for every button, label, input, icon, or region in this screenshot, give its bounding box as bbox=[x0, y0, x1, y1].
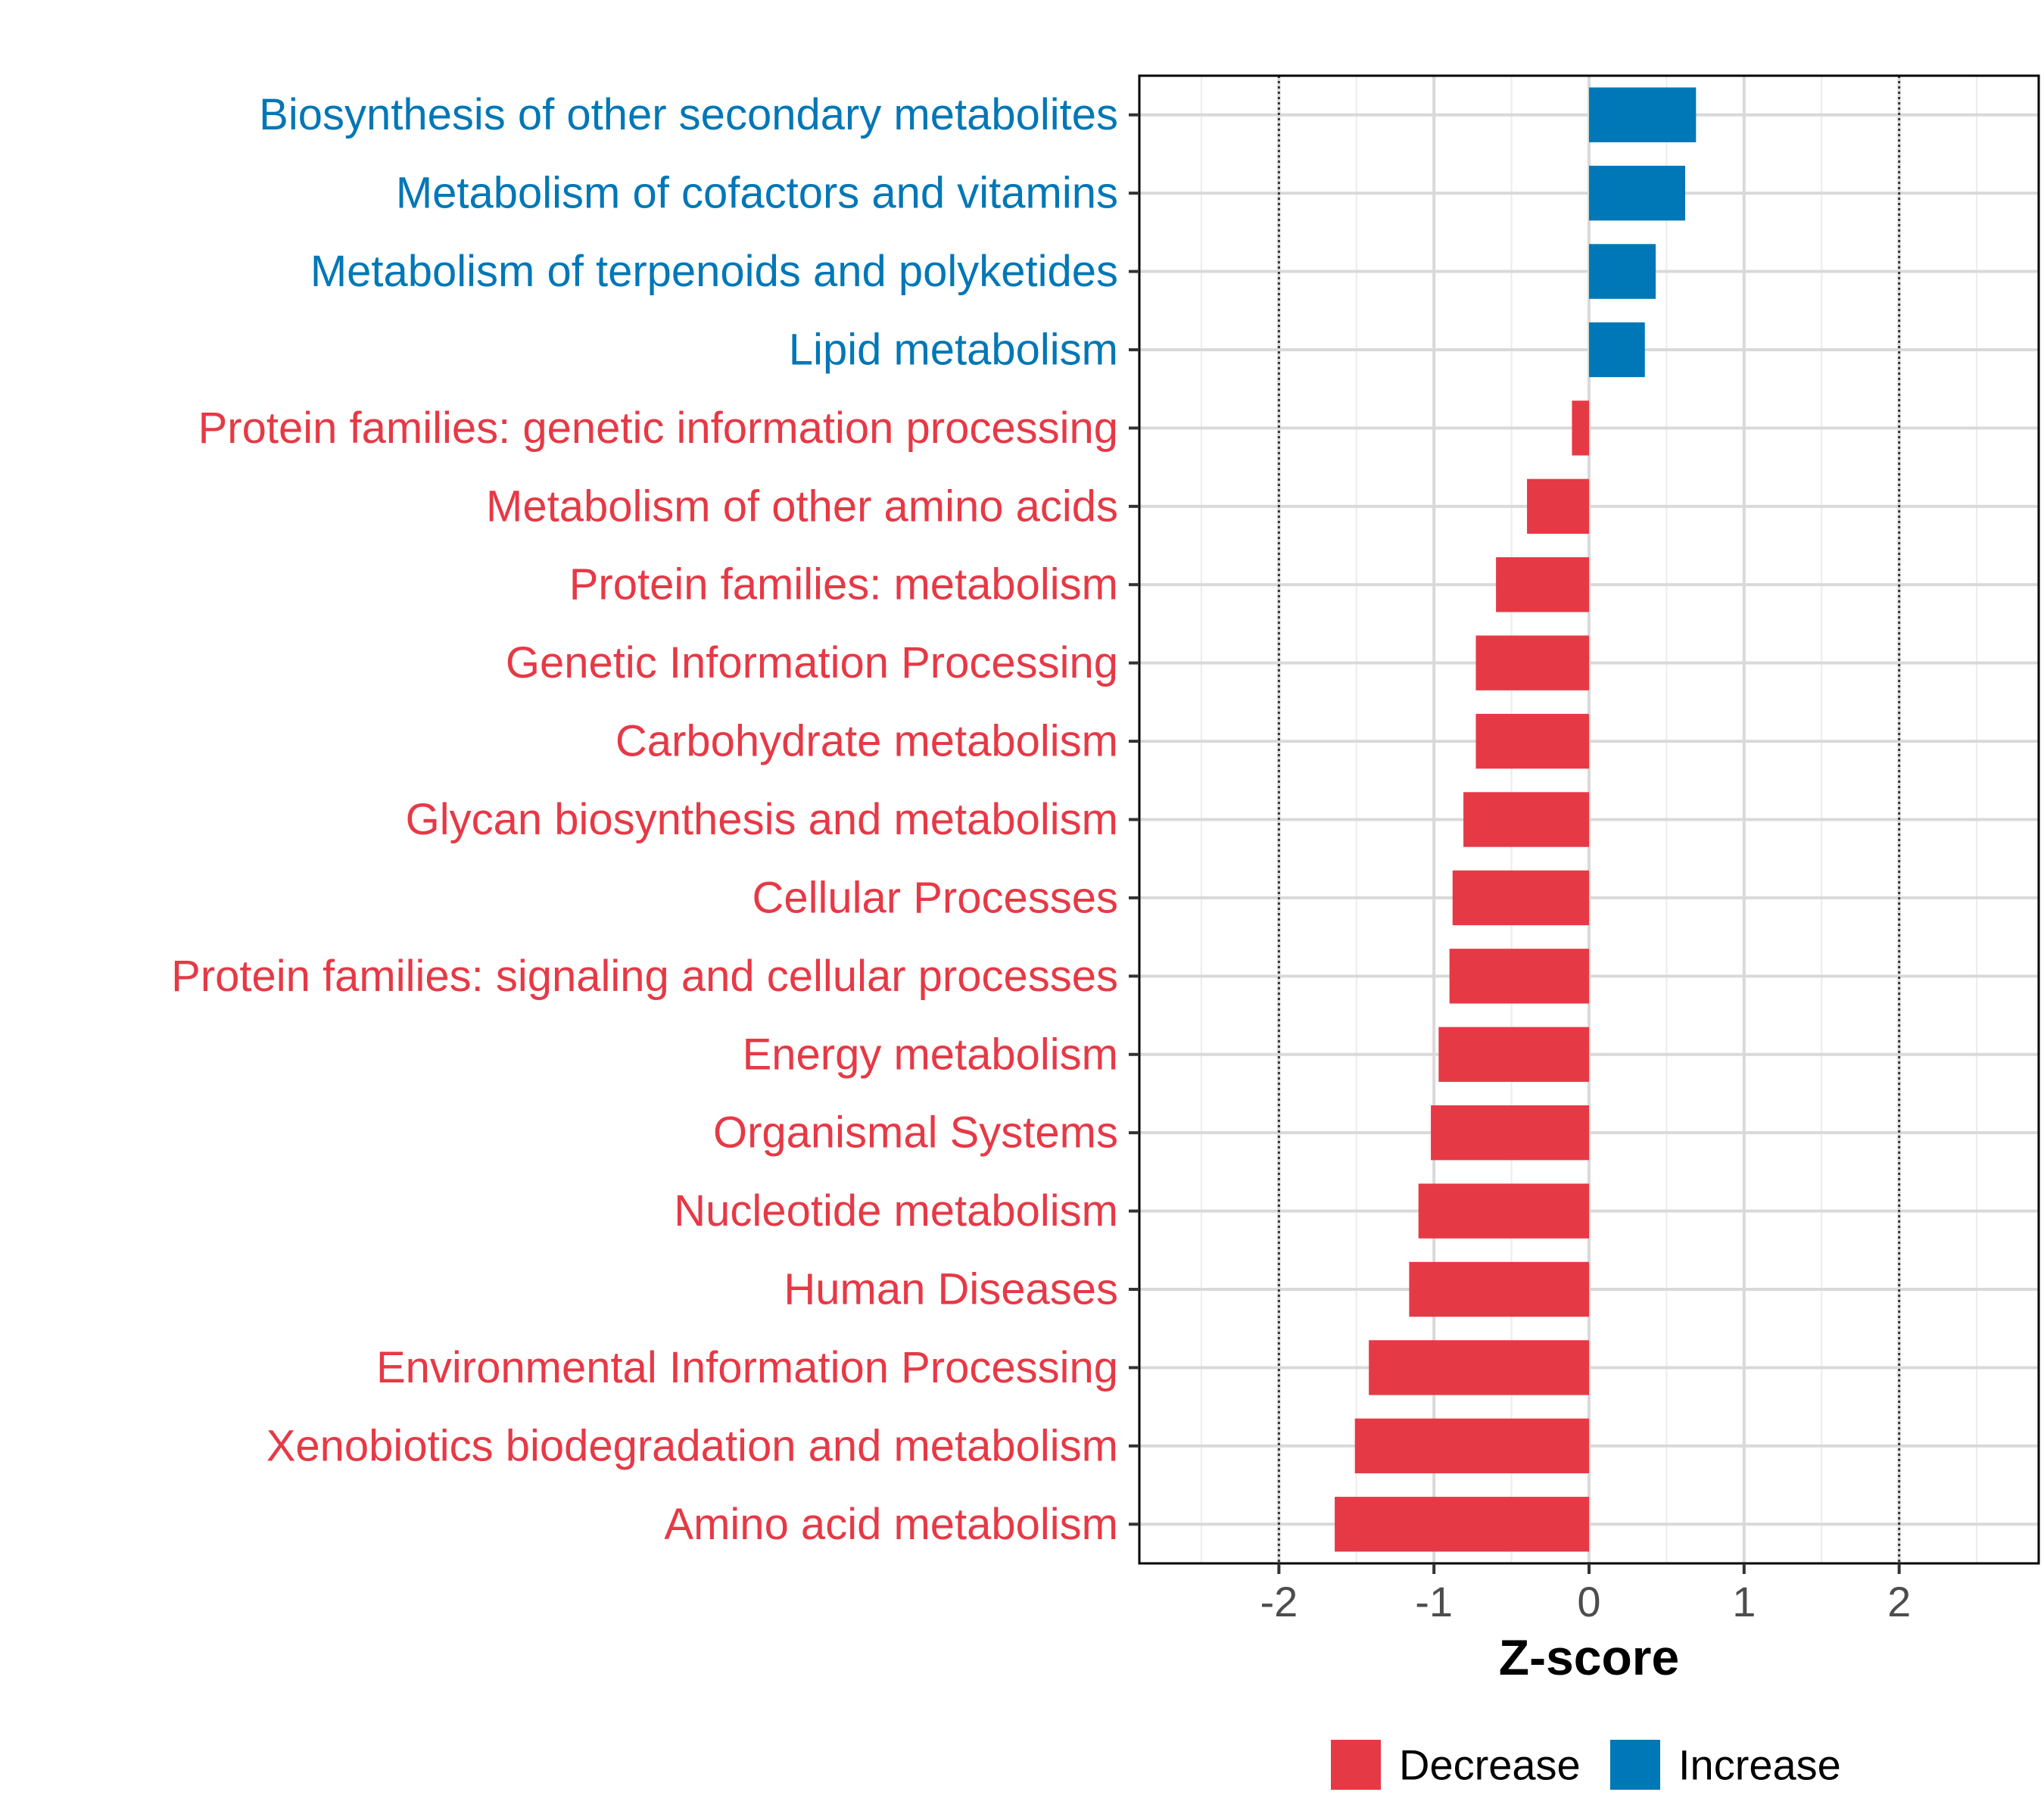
legend-label: Increase bbox=[1678, 1741, 1841, 1789]
category-label: Energy metabolism bbox=[743, 1030, 1118, 1079]
bar bbox=[1475, 713, 1589, 769]
bar bbox=[1496, 557, 1589, 612]
category-label: Xenobiotics biodegradation and metabolis… bbox=[266, 1421, 1118, 1470]
category-label: Organismal Systems bbox=[713, 1108, 1118, 1158]
bars bbox=[1335, 87, 1697, 1552]
x-tick-label: -1 bbox=[1415, 1578, 1453, 1625]
category-label: Metabolism of terpenoids and polyketides bbox=[310, 247, 1118, 296]
bar bbox=[1452, 870, 1589, 926]
category-label: Nucleotide metabolism bbox=[674, 1186, 1118, 1236]
x-tick-label: 0 bbox=[1577, 1578, 1600, 1625]
category-label: Metabolism of cofactors and vitamins bbox=[396, 169, 1118, 218]
category-label: Protein families: signaling and cellular… bbox=[171, 952, 1118, 1001]
bar bbox=[1369, 1340, 1589, 1395]
bar bbox=[1418, 1183, 1589, 1239]
bar bbox=[1589, 322, 1645, 378]
bar bbox=[1449, 949, 1589, 1004]
category-label: Protein families: metabolism bbox=[569, 560, 1118, 609]
category-label: Genetic Information Processing bbox=[506, 638, 1118, 687]
bar bbox=[1527, 478, 1589, 535]
category-label: Metabolism of other amino acids bbox=[486, 482, 1118, 531]
bar bbox=[1335, 1497, 1589, 1552]
x-axis-ticks: -2 -1 0 1 2 bbox=[1260, 1563, 1911, 1625]
category-label: Biosynthesis of other secondary metaboli… bbox=[259, 90, 1118, 139]
x-axis-title: Z-score bbox=[1499, 1629, 1679, 1685]
category-label: Amino acid metabolism bbox=[664, 1500, 1118, 1549]
reference-lines bbox=[1277, 76, 1901, 1563]
y-axis-category-labels: Biosynthesis of other secondary metaboli… bbox=[171, 90, 1118, 1549]
category-label: Glycan biosynthesis and metabolism bbox=[406, 795, 1118, 844]
bar bbox=[1572, 400, 1589, 456]
bar bbox=[1589, 244, 1656, 299]
bar bbox=[1589, 165, 1685, 221]
legend-label: Decrease bbox=[1399, 1741, 1581, 1789]
category-label: Protein families: genetic information pr… bbox=[198, 404, 1118, 453]
y-axis-ticks bbox=[1129, 113, 1139, 1526]
x-tick-label: 1 bbox=[1732, 1578, 1756, 1625]
category-label: Lipid metabolism bbox=[789, 325, 1118, 374]
category-label: Environmental Information Processing bbox=[376, 1343, 1118, 1392]
x-tick-label: -2 bbox=[1260, 1578, 1298, 1625]
bar bbox=[1475, 635, 1589, 690]
bar bbox=[1354, 1418, 1589, 1474]
bar bbox=[1463, 792, 1589, 847]
x-tick-label: 2 bbox=[1887, 1578, 1911, 1625]
category-label: Carbohydrate metabolism bbox=[615, 717, 1118, 766]
legend-swatch bbox=[1331, 1740, 1381, 1790]
bar bbox=[1409, 1261, 1589, 1317]
bar bbox=[1438, 1027, 1589, 1082]
category-label: Cellular Processes bbox=[752, 873, 1118, 922]
category-label: Human Diseases bbox=[784, 1265, 1118, 1314]
bar bbox=[1589, 87, 1697, 142]
legend-swatch bbox=[1610, 1740, 1660, 1790]
bar bbox=[1431, 1105, 1589, 1161]
legend: Decrease Increase bbox=[1331, 1740, 1841, 1790]
